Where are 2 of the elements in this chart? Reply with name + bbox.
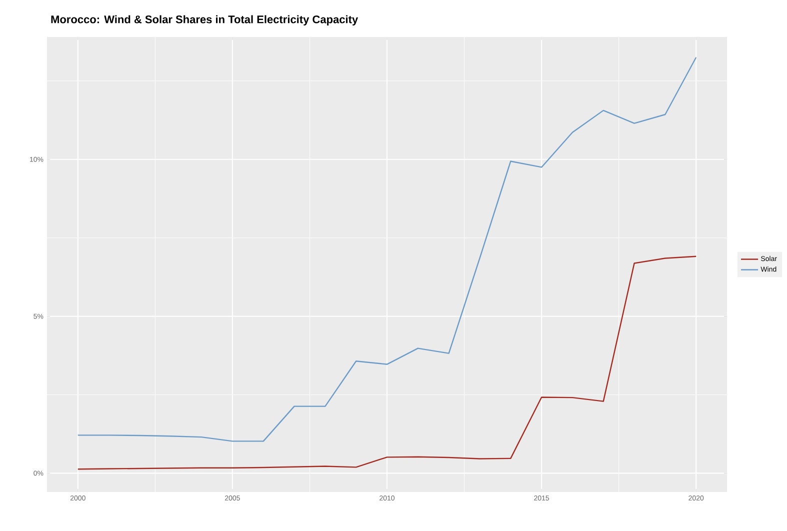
line-series xyxy=(77,56,697,442)
chart-title: Morocco: Wind & Solar Shares in Total Electricity Capacity xyxy=(51,15,358,26)
